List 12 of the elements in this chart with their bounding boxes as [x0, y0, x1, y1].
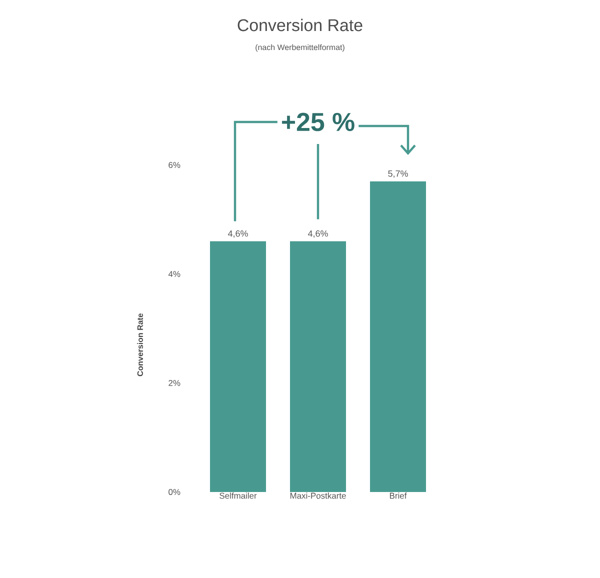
x-tick-label: Brief [390, 492, 407, 499]
x-tick-label: Selfmailer [220, 492, 257, 499]
y-tick-label: 4% [168, 271, 180, 277]
y-tick-label: 0% [168, 488, 180, 495]
x-tick-label: Maxi-Postkarte [290, 492, 346, 499]
data-label: 4,6% [308, 230, 328, 238]
data-label: 5,7% [388, 170, 408, 178]
data-label: 4,6% [228, 230, 248, 238]
chart-title: Conversion Rate [238, 18, 362, 32]
y-tick-label: 2% [168, 380, 180, 386]
y-tick-label: 6% [168, 162, 180, 168]
text: +25 % [282, 112, 354, 132]
